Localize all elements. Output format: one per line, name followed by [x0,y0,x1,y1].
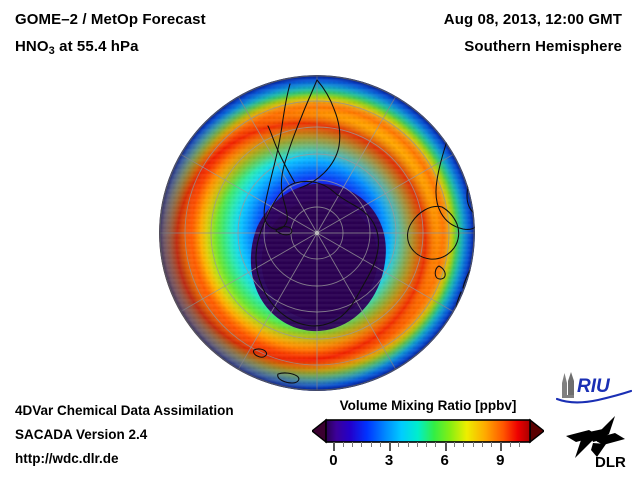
dlr-logo: DLR [566,416,626,470]
assimilation-method-label: 4DVar Chemical Data Assimilation [15,403,234,418]
colorbar-minor-tick [361,442,363,447]
colorbar-major-tick [500,442,503,451]
colorbar-major-tick [333,442,336,451]
colorbar-title: Volume Mixing Ratio [ppbv] [339,398,517,413]
colorbar-tick-label: 0 [329,452,338,469]
riu-tower-icon [562,372,574,398]
colorbar-minor-tick [407,442,409,447]
colorbar-tick-label: 9 [496,452,505,469]
colorbar-minor-tick [342,442,344,447]
colorbar-minor-tick [351,442,353,447]
colorbar-minor-tick [379,442,381,447]
dlr-wordmark: DLR [595,454,626,470]
globe-svg [159,75,475,391]
species-formula-prefix: HNO [15,38,49,55]
colorbar-minor-tick [416,442,418,447]
colorbar-tick-label: 6 [440,452,449,469]
colorbar-minor-tick [491,442,493,447]
globe-outline [159,75,475,391]
colorbar-minor-tick [426,442,428,447]
polar-stereographic-map [158,74,476,392]
map-disk [159,75,475,391]
riu-wave-icon [556,389,632,404]
instrument-title: GOME–2 / MetOp Forecast [15,11,206,28]
region-label: Southern Hemisphere [464,38,622,55]
species-formula-subscript: 3 [48,45,55,57]
colorbar-tick-label: 3 [384,452,394,469]
dlr-pinwheel-icon [566,416,625,458]
colorbar-minor-tick [398,442,400,447]
species-level-suffix: at 55.4 hPa [54,38,139,55]
colorbar-tick-labels: 0 3 6 9 [312,452,544,474]
colorbar-minor-tick [453,442,455,447]
software-version-label: SACADA Version 2.4 [15,427,148,442]
colorbar-major-tick [444,442,447,451]
colorbar-minor-tick [509,442,511,447]
colorbar-minor-tick [472,442,474,447]
species-level-title: HNO3 at 55.4 hPa [15,38,139,57]
colorbar-gradient [312,418,544,444]
limb-shading [159,75,475,391]
riu-logo: RIU [556,372,632,404]
colorbar-minor-tick [481,442,483,447]
colorbar-high-arrow-cap [529,418,544,444]
colorbar-minor-tick [518,442,520,447]
colorbar-low-arrow-cap [312,418,327,444]
colorbar-legend: Volume Mixing Ratio [ppbv] [312,398,544,476]
forecast-timestamp: Aug 08, 2013, 12:00 GMT [443,11,622,28]
colorbar-minor-tick [463,442,465,447]
colorbar-minor-tick [435,442,437,447]
colorbar-major-tick [389,442,392,451]
colorbar-minor-tick [370,442,372,447]
colorbar-ramp [325,419,531,443]
riu-wordmark: RIU [577,376,611,397]
data-center-url[interactable]: http://wdc.dlr.de [15,451,119,466]
colorbar-ticks [312,442,544,452]
